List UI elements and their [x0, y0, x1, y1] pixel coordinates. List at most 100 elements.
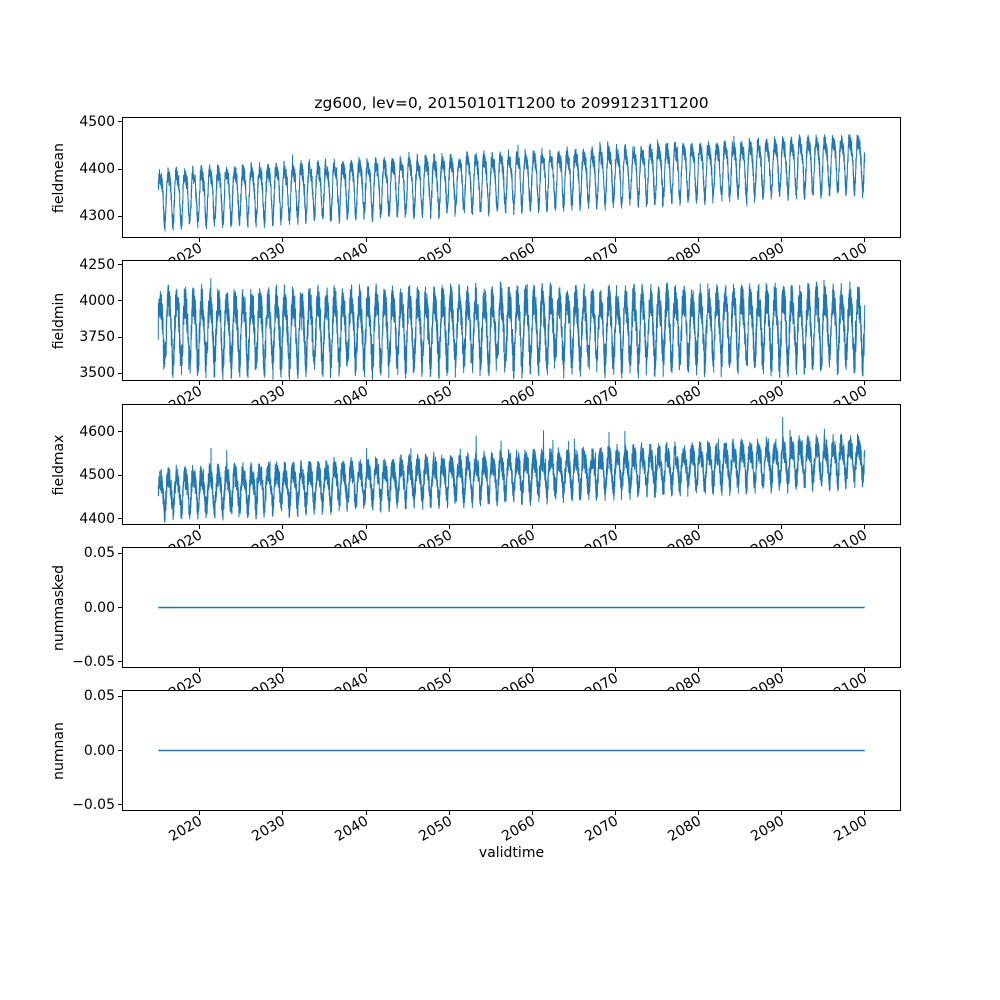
y-tick: [118, 336, 122, 338]
x-tick: [199, 668, 201, 672]
x-tick: [199, 238, 201, 242]
numnan-line-series: [158, 749, 865, 752]
x-tick: [365, 668, 367, 672]
x-tick: [448, 668, 450, 672]
x-tick: [781, 668, 783, 672]
y-tick-label: 0.05: [83, 545, 115, 562]
x-tick: [614, 811, 616, 815]
series-line: [157, 134, 866, 232]
y-axis-label-fieldmin: fieldmin: [51, 292, 67, 349]
y-tick-label: −0.05: [72, 653, 115, 670]
x-tick-label: 2080: [665, 813, 704, 845]
x-tick: [781, 525, 783, 529]
series-line: [157, 416, 866, 523]
y-tick-label: 0.05: [83, 688, 115, 705]
x-tick: [448, 811, 450, 815]
y-tick-label: 4500: [79, 113, 115, 130]
x-tick: [365, 811, 367, 815]
x-tick: [781, 238, 783, 242]
y-tick: [118, 264, 122, 266]
x-tick-label: 2090: [748, 813, 788, 845]
x-tick: [697, 811, 699, 815]
x-tick-label: 2040: [332, 813, 372, 845]
x-tick: [781, 811, 783, 815]
y-tick: [118, 474, 122, 476]
subplot-fieldmin: fieldmin 3500 3750 4000 4250 2020 2030 2040 205…: [51, 258, 901, 415]
y-tick-label: 4000: [79, 292, 115, 309]
x-tick: [614, 525, 616, 529]
y-tick: [118, 750, 122, 751]
x-tick: [531, 668, 533, 672]
x-tick-label: 2050: [415, 813, 455, 845]
y-tick: [118, 431, 122, 433]
x-tick: [531, 525, 533, 529]
y-axis-label-fieldmax: fieldmax: [51, 434, 67, 495]
y-axis-label-numnan: numnan: [51, 721, 67, 780]
x-tick-label: 2070: [582, 813, 621, 845]
y-axis-label-nummasked: nummasked: [51, 564, 67, 651]
y-tick-label: 4250: [79, 256, 115, 273]
nummasked-line-series: [158, 606, 865, 609]
y-tick-label: 4500: [79, 467, 115, 484]
subplot-fieldmax: fieldmax 4400 4500 4600 2020 2030 2040 2050 206…: [51, 404, 901, 559]
x-tick: [199, 525, 201, 529]
x-tick: [282, 811, 284, 815]
x-tick: [531, 381, 533, 385]
y-tick: [118, 121, 122, 123]
x-tick: [531, 811, 533, 815]
x-tick: [282, 525, 284, 529]
y-tick: [118, 168, 122, 170]
x-tick: [614, 238, 616, 242]
x-tick: [864, 238, 866, 242]
x-tick: [448, 238, 450, 242]
y-tick: [118, 695, 122, 697]
x-axis-label: validtime: [478, 845, 545, 861]
x-tick: [282, 668, 284, 672]
y-tick-label: 0.00: [83, 742, 115, 759]
x-tick: [199, 811, 201, 815]
y-tick-label: 4400: [79, 510, 115, 527]
x-tick: [199, 381, 201, 385]
y-tick: [118, 372, 122, 374]
x-tick: [448, 381, 450, 385]
y-tick-label: 4300: [79, 208, 115, 225]
subplot-nummasked: nummasked −0.05 0.00 0.05 2020 2030 2040 2050 2…: [51, 546, 901, 702]
y-tick-label: 4600: [79, 423, 115, 440]
x-tick: [864, 811, 866, 815]
x-tick: [365, 381, 367, 385]
y-tick-label: 3500: [79, 365, 115, 382]
y-tick: [118, 607, 122, 608]
y-tick: [118, 518, 122, 520]
series-line: [157, 278, 866, 380]
y-tick: [118, 661, 122, 663]
x-tick: [864, 525, 866, 529]
x-tick: [781, 381, 783, 385]
x-tick: [365, 525, 367, 529]
y-tick-label: 4400: [79, 161, 115, 177]
y-axis-label-fieldmean: fieldmean: [51, 142, 67, 213]
fieldmean-line-series: [157, 134, 866, 232]
y-tick-label: 3750: [79, 329, 115, 346]
x-tick: [697, 668, 699, 672]
subplot-fieldmean: fieldmean 4300 4400 4500 2020 2030 2040 2050 20…: [51, 115, 901, 272]
x-tick: [864, 668, 866, 672]
x-tick-label: 2100: [831, 813, 871, 845]
x-tick-label: 2030: [249, 813, 289, 845]
fieldmax-line-series: [157, 416, 866, 523]
x-tick: [282, 381, 284, 385]
figure-title: zg600, lev=0, 20150101T1200 to 20991231T…: [314, 94, 709, 112]
x-tick: [864, 381, 866, 385]
y-tick: [118, 215, 122, 217]
y-tick: [118, 804, 122, 806]
x-tick: [448, 525, 450, 529]
y-tick: [118, 300, 122, 302]
y-tick-label: 0.00: [83, 599, 115, 616]
y-tick: [118, 552, 122, 554]
x-tick-label: 2060: [498, 813, 538, 845]
x-tick: [697, 238, 699, 242]
y-tick-label: −0.05: [72, 796, 115, 813]
x-tick: [282, 238, 284, 242]
x-tick: [614, 668, 616, 672]
subplot-numnan: numnan −0.05 0.00 0.05 2020 2030 2040 2050 2060…: [51, 689, 901, 845]
